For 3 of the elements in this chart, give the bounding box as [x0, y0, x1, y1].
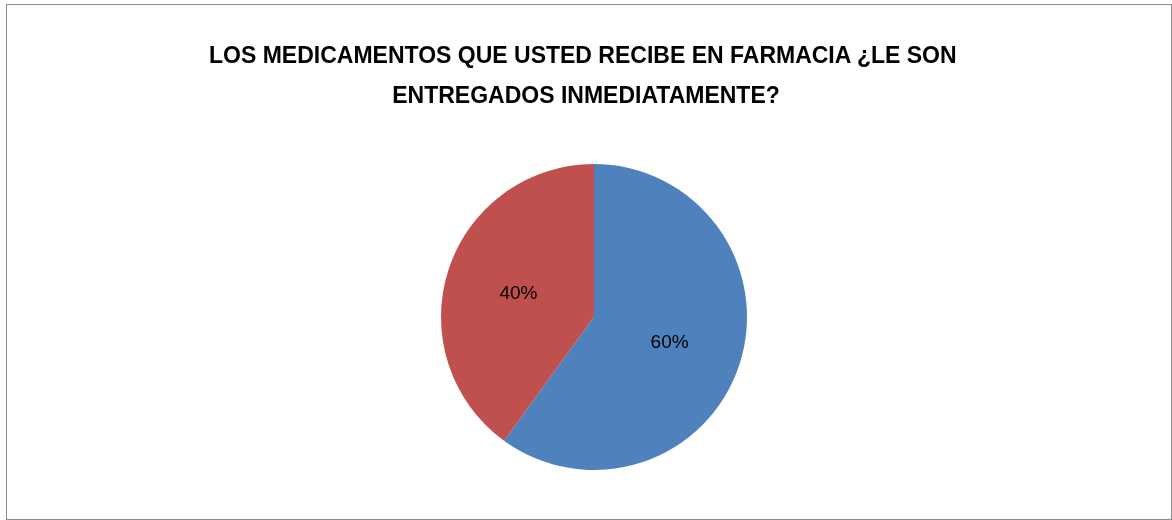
chart-title: LOS MEDICAMENTOS QUE USTED RECIBE EN FARMACIA ¿LE SON ENTREGADOS INMEDIATAMENTE?	[209, 42, 963, 108]
data-label: 60%	[650, 331, 689, 353]
data-label: 40%	[499, 281, 538, 303]
